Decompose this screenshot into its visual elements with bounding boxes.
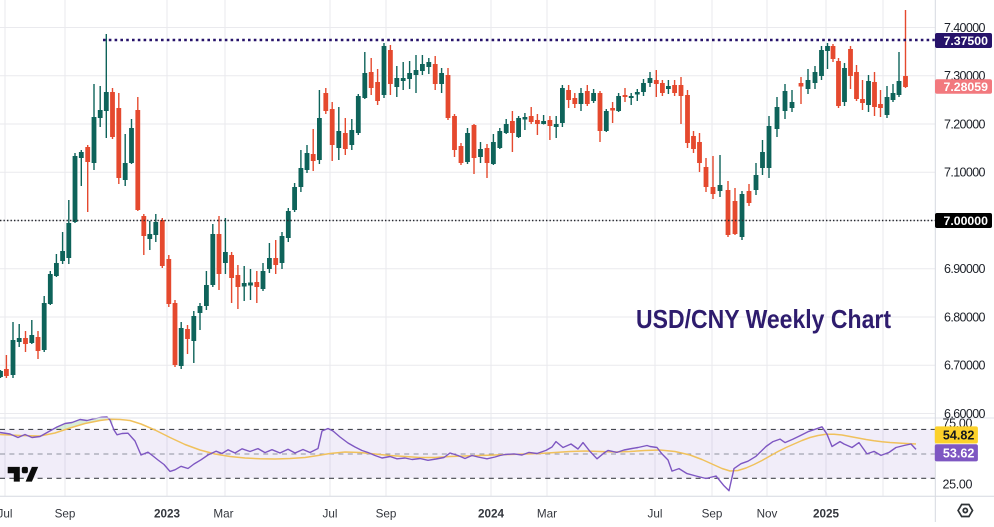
svg-text:7.00000: 7.00000 [944,214,989,228]
svg-text:Sep: Sep [55,508,76,521]
svg-text:Jul: Jul [323,508,338,521]
svg-text:25.00: 25.00 [943,478,973,492]
svg-text:6.60000: 6.60000 [944,407,986,421]
svg-text:53.62: 53.62 [943,446,975,460]
svg-text:Sep: Sep [702,508,723,521]
svg-text:6.70000: 6.70000 [944,359,986,373]
svg-text:7.40000: 7.40000 [944,21,986,35]
svg-text:2025: 2025 [813,508,840,521]
svg-text:Jul: Jul [648,508,663,521]
svg-text:6.90000: 6.90000 [944,262,986,276]
svg-text:2023: 2023 [154,508,181,521]
svg-text:2024: 2024 [478,508,505,521]
svg-text:54.82: 54.82 [943,428,975,442]
svg-text:7.37500: 7.37500 [944,34,989,48]
svg-text:USD/CNY Weekly Chart: USD/CNY Weekly Chart [636,304,891,334]
svg-text:Sep: Sep [376,508,397,521]
svg-text:7.10000: 7.10000 [944,166,986,180]
svg-text:7.28059: 7.28059 [944,80,989,94]
svg-text:Jul: Jul [0,508,12,521]
svg-text:7.20000: 7.20000 [944,117,986,131]
svg-text:Mar: Mar [213,508,233,521]
svg-text:Mar: Mar [537,508,557,521]
svg-text:Nov: Nov [757,508,778,521]
svg-text:6.80000: 6.80000 [944,310,986,324]
